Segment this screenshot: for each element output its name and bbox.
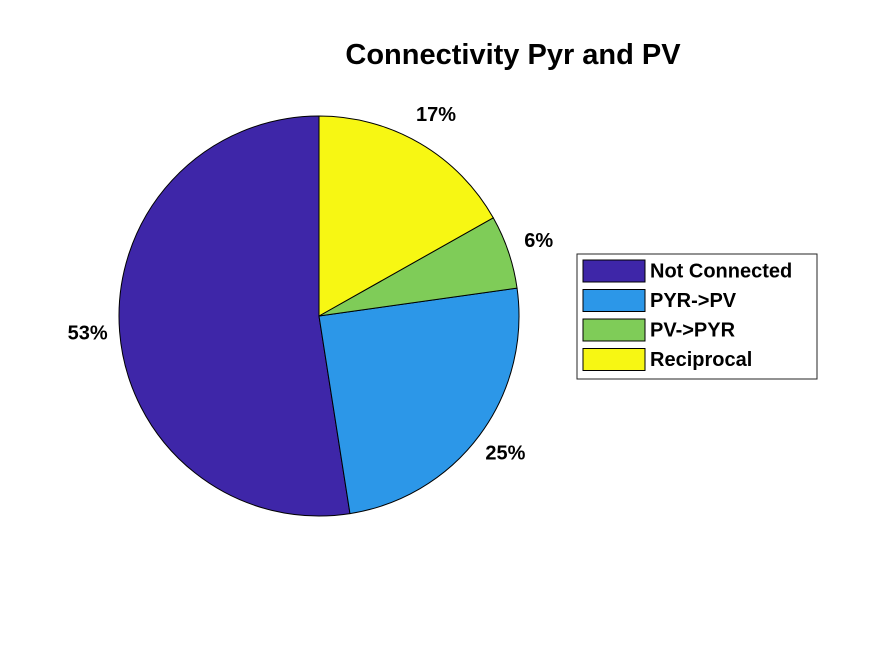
legend-swatch — [582, 259, 646, 283]
percent-label: 17% — [416, 104, 456, 126]
legend-swatch — [582, 348, 646, 371]
pie-slice-pyr-pv — [318, 287, 520, 515]
legend-label: Not Connected — [650, 260, 792, 282]
percent-labels: 53% 25% 6% 17% — [68, 104, 554, 464]
legend: Not Connected PYR->PV PV->PYR Reciprocal — [576, 253, 818, 380]
pie-slices — [118, 115, 520, 517]
percent-label: 25% — [485, 442, 525, 464]
pie-slice-not-connected — [118, 115, 351, 517]
legend-label: Reciprocal — [650, 349, 752, 371]
percent-label: 53% — [68, 322, 108, 344]
chart-title: Connectivity Pyr and PV — [345, 39, 681, 71]
percent-label: 6% — [524, 230, 553, 252]
legend-swatch — [582, 289, 646, 312]
pie-slice-reciprocal — [318, 115, 494, 317]
legend-label: PYR->PV — [650, 290, 737, 312]
legend-entries: Not Connected PYR->PV PV->PYR Reciprocal — [582, 259, 792, 371]
legend-label: PV->PYR — [650, 319, 736, 341]
legend-swatch — [582, 318, 646, 342]
